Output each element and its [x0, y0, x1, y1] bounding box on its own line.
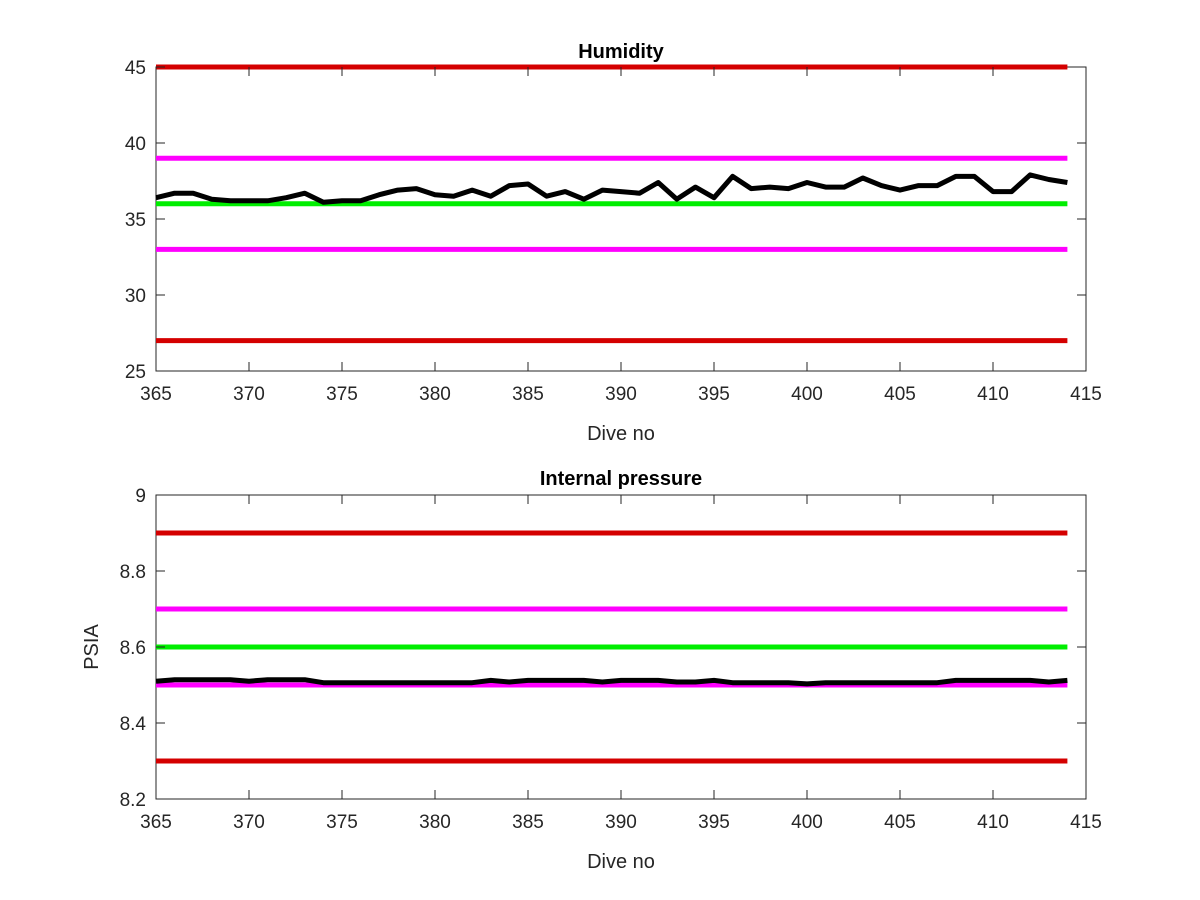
pressure-x-tick-label-1: 370	[233, 812, 265, 833]
humidity-series	[155, 172, 1068, 205]
pressure-y-tick-label-1: 8.4	[120, 714, 147, 735]
pressure-x-tick-label-4: 385	[512, 812, 544, 833]
humidity-x-tick-label-0: 365	[140, 384, 172, 405]
internal-pressure-chart: 365 370 375 380 385 390 395 400 405 410 415 8.2 8.4 8…	[81, 468, 1102, 873]
humidity-x-tick-label-6: 395	[698, 384, 730, 405]
humidity-ticks: 365 370 375 380 385 390 395 400 405 410 415 25 30 35 4…	[125, 58, 1102, 405]
pressure-x-tick-label-0: 365	[140, 812, 172, 833]
pressure-y-tick-label-3: 8.8	[120, 562, 146, 583]
humidity-axes-box	[155, 66, 1087, 372]
pressure-ticks: 365 370 375 380 385 390 395 400 405 410 415 8.2 8.4 8…	[120, 486, 1102, 833]
pressure-x-tick-label-9: 410	[977, 812, 1009, 833]
humidity-x-tick-label-5: 390	[605, 384, 637, 405]
pressure-series	[155, 677, 1068, 687]
pressure-x-axis-label: Dive no	[587, 851, 655, 873]
humidity-y-tick-label-3: 40	[125, 134, 146, 155]
humidity-series-line-0	[155, 172, 1068, 205]
humidity-reference-lines	[156, 64, 1068, 344]
humidity-chart: 365 370 375 380 385 390 395 400 405 410 415 25 30 35 4…	[125, 41, 1102, 445]
pressure-x-tick-label-8: 405	[884, 812, 916, 833]
humidity-y-tick-label-1: 30	[125, 286, 146, 307]
pressure-x-tick-label-6: 395	[698, 812, 730, 833]
humidity-x-tick-label-10: 415	[1070, 384, 1102, 405]
humidity-y-tick-label-2: 35	[125, 210, 146, 231]
humidity-x-tick-label-7: 400	[791, 384, 823, 405]
pressure-x-tick-label-10: 415	[1070, 812, 1102, 833]
pressure-y-tick-label-2: 8.6	[120, 638, 146, 659]
pressure-y-axis-label: PSIA	[81, 624, 103, 670]
pressure-y-tick-label-0: 8.2	[120, 790, 146, 811]
pressure-y-tick-label-4: 9	[135, 486, 146, 507]
humidity-title: Humidity	[578, 41, 664, 63]
pressure-x-tick-label-3: 380	[419, 812, 451, 833]
humidity-y-tick-label-0: 25	[125, 362, 146, 383]
pressure-x-tick-label-2: 375	[326, 812, 358, 833]
humidity-x-axis-label: Dive no	[587, 423, 655, 445]
humidity-y-tick-label-4: 45	[125, 58, 146, 79]
humidity-x-tick-label-9: 410	[977, 384, 1009, 405]
pressure-series-line-0	[155, 677, 1068, 687]
humidity-x-tick-label-4: 385	[512, 384, 544, 405]
humidity-x-tick-label-3: 380	[419, 384, 451, 405]
pressure-reference-lines	[156, 530, 1068, 764]
humidity-x-tick-label-1: 370	[233, 384, 265, 405]
pressure-title: Internal pressure	[540, 468, 702, 490]
humidity-x-tick-label-2: 375	[326, 384, 358, 405]
pressure-x-tick-label-7: 400	[791, 812, 823, 833]
humidity-x-tick-label-8: 405	[884, 384, 916, 405]
pressure-x-tick-label-5: 390	[605, 812, 637, 833]
